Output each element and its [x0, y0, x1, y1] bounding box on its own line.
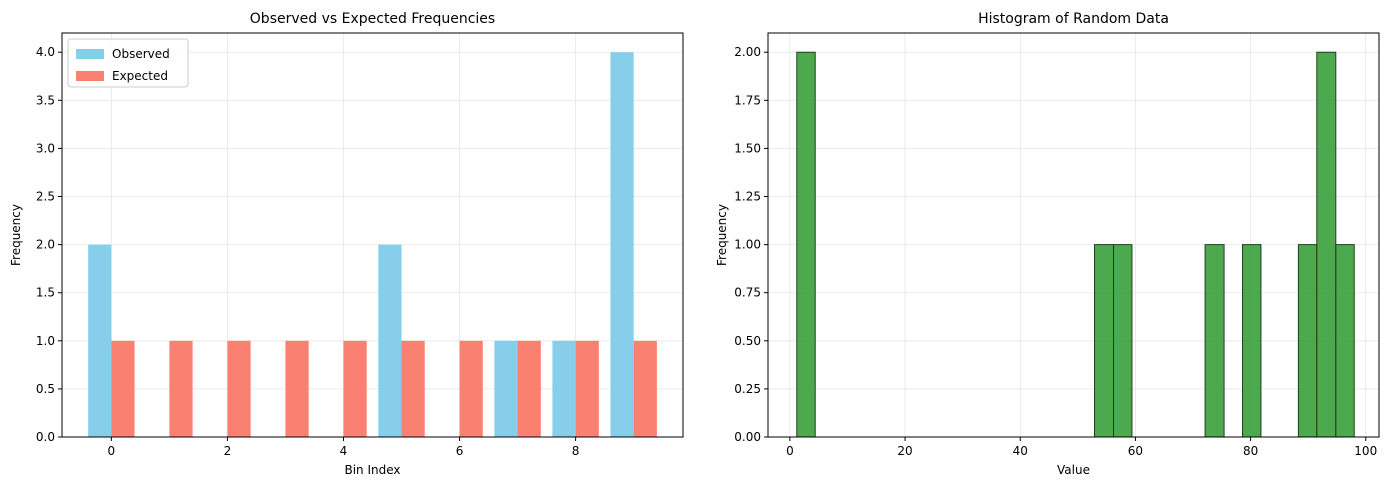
- histogram-bar-2: [1113, 244, 1133, 438]
- histogram-bar-7: [1335, 244, 1355, 438]
- bar-expected-6: [459, 340, 483, 437]
- legend: Observed Expected: [67, 38, 189, 88]
- y-tick-label: 3.0: [36, 141, 55, 155]
- chart-panel-2: 0 20 40 60 80 100 0.00 0.25 0.50 0.75 1.00 1.25 1.50…: [715, 11, 1380, 477]
- y-tick-label: 1.5: [36, 286, 55, 300]
- y-tick-label: 0.50: [734, 334, 761, 348]
- x-tick-label: 6: [456, 444, 464, 458]
- bar-expected-0: [111, 340, 135, 437]
- bar-observed-5: [378, 244, 402, 437]
- bar-observed-0: [88, 244, 112, 437]
- bar-expected-7: [517, 340, 541, 437]
- y-tick-label: 1.50: [734, 141, 761, 155]
- bar-expected-8: [575, 340, 599, 437]
- y-axis-label: Frequency: [715, 204, 729, 266]
- x-tick-label: 20: [897, 444, 912, 458]
- bar-expected-1: [169, 340, 193, 437]
- y-tick-label: 4.0: [36, 45, 55, 59]
- histogram-bar-5: [1297, 244, 1318, 438]
- y-tick-label: 0.00: [734, 430, 761, 444]
- histogram-bar-3: [1204, 244, 1225, 438]
- x-tick-label: 2: [224, 444, 232, 458]
- y-axis-label: Frequency: [9, 204, 23, 266]
- y-tick-label: 2.0: [36, 238, 55, 252]
- axes-frame: [61, 32, 684, 438]
- y-tick-label: 2.5: [36, 190, 55, 204]
- histogram-bar-4: [1242, 244, 1262, 438]
- x-tick-label: 0: [786, 444, 794, 458]
- legend-label-expected: Expected: [112, 69, 168, 83]
- y-tick-label: 0.25: [734, 382, 761, 396]
- legend-label-observed: Observed: [112, 47, 170, 61]
- y-tick-label: 1.25: [734, 190, 761, 204]
- legend-swatch-expected: [76, 71, 104, 81]
- x-axis-label: Value: [1057, 463, 1090, 477]
- chart-panel-1: 0 2 4 6 8 0.0 0.5 1.0 1.5 2.0 2.5 3.0 3.5 4.0 Observed…: [9, 11, 684, 477]
- x-tick-label: 4: [340, 444, 348, 458]
- y-tick-label: 0.0: [36, 430, 55, 444]
- legend-swatch-observed: [76, 49, 104, 59]
- y-tick-label: 1.75: [734, 93, 761, 107]
- bar-expected-5: [401, 340, 425, 437]
- bar-expected-2: [227, 340, 251, 437]
- bar-observed-7: [494, 340, 518, 437]
- bar-expected-4: [343, 340, 367, 437]
- histogram-bar-6: [1316, 51, 1337, 438]
- x-tick-label: 80: [1243, 444, 1258, 458]
- x-tick-label: 100: [1354, 444, 1377, 458]
- bar-observed-8: [552, 340, 576, 437]
- bar-expected-3: [285, 340, 309, 437]
- bar-expected-9: [633, 340, 657, 437]
- y-tick-label: 3.5: [36, 93, 55, 107]
- y-tick-label: 0.75: [734, 286, 761, 300]
- x-tick-label: 0: [108, 444, 116, 458]
- bar-observed-9: [610, 52, 634, 437]
- y-tick-label: 0.5: [36, 382, 55, 396]
- histogram-bar-1: [1094, 244, 1115, 438]
- y-tick-label: 2.00: [734, 45, 761, 59]
- y-tick-label: 1.00: [734, 238, 761, 252]
- x-axis-label: Bin Index: [344, 463, 400, 477]
- x-tick-label: 60: [1128, 444, 1143, 458]
- x-tick-label: 8: [572, 444, 580, 458]
- histogram-bar-0: [796, 51, 816, 438]
- y-tick-label: 1.0: [36, 334, 55, 348]
- chart-title: Histogram of Random Data: [978, 11, 1169, 27]
- chart-title: Observed vs Expected Frequencies: [250, 11, 495, 27]
- x-tick-label: 40: [1013, 444, 1028, 458]
- axes-frame: [767, 32, 1380, 438]
